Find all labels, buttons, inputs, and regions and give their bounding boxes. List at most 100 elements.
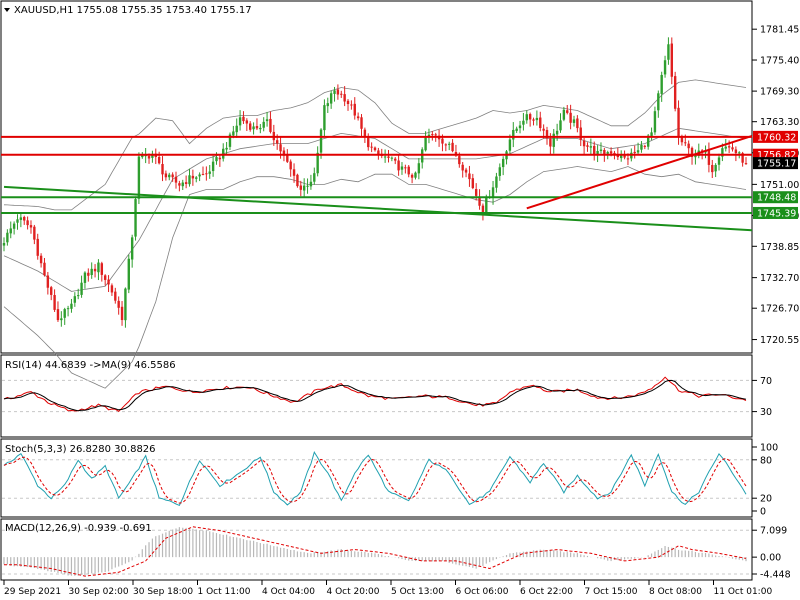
candle-body bbox=[468, 173, 471, 180]
symbol-header: XAUUSD,H1 1755.08 1755.35 1753.40 1755.1… bbox=[14, 5, 252, 16]
candle-body bbox=[147, 156, 151, 159]
price-tick-label: 1732.70 bbox=[760, 273, 799, 284]
candle bbox=[323, 99, 326, 137]
candle-body bbox=[515, 128, 518, 131]
candle-body bbox=[16, 219, 19, 223]
candle bbox=[225, 142, 228, 156]
candle bbox=[242, 111, 245, 124]
candle-body bbox=[141, 154, 144, 158]
candle bbox=[313, 167, 316, 185]
candle bbox=[16, 214, 19, 230]
time-tick-label: 6 Oct 06:00 bbox=[456, 587, 509, 597]
candle bbox=[26, 216, 29, 230]
candle bbox=[444, 143, 448, 152]
candle-body bbox=[70, 303, 73, 309]
candle-body bbox=[255, 126, 259, 129]
candle bbox=[431, 131, 434, 141]
candle-body bbox=[528, 114, 532, 120]
candle-body bbox=[657, 93, 660, 111]
time-tick-label: 7 Oct 15:00 bbox=[585, 587, 638, 597]
trendline[interactable] bbox=[3, 185, 753, 232]
candle bbox=[117, 296, 120, 315]
candle bbox=[87, 268, 90, 282]
candle bbox=[593, 141, 596, 161]
candle-body bbox=[360, 117, 363, 129]
time-tick-label: 4 Oct 04:00 bbox=[262, 587, 315, 597]
candle bbox=[329, 90, 333, 109]
candle bbox=[421, 147, 424, 169]
candle bbox=[569, 104, 572, 130]
candle-body bbox=[572, 119, 576, 123]
candle bbox=[410, 173, 414, 184]
candle-body bbox=[542, 128, 545, 131]
candle bbox=[23, 215, 26, 225]
candle bbox=[319, 128, 323, 159]
candle-body bbox=[589, 146, 593, 148]
candle-body bbox=[370, 146, 373, 148]
candle bbox=[43, 257, 46, 277]
candle-body bbox=[461, 164, 464, 171]
candle-body bbox=[191, 175, 195, 179]
time-tick-label: 4 Oct 20:00 bbox=[327, 587, 380, 597]
candle bbox=[181, 179, 184, 191]
candle-body bbox=[640, 144, 643, 150]
candle-body bbox=[346, 100, 350, 105]
symbol-dropdown-icon[interactable] bbox=[4, 8, 10, 12]
candle bbox=[744, 157, 748, 165]
candle-body bbox=[80, 282, 83, 295]
candle bbox=[107, 275, 110, 292]
candle-body bbox=[306, 185, 309, 187]
candle bbox=[90, 262, 93, 279]
candle-body bbox=[387, 156, 390, 158]
candle-body bbox=[117, 300, 120, 308]
candle-body bbox=[205, 173, 208, 175]
candle-body bbox=[636, 150, 640, 153]
candle-body bbox=[367, 137, 370, 148]
candle bbox=[296, 173, 299, 188]
candle bbox=[370, 142, 373, 153]
candle-body bbox=[673, 76, 677, 109]
candle-body bbox=[286, 155, 289, 162]
candle-body bbox=[464, 169, 468, 173]
candle-body bbox=[373, 147, 377, 151]
candle-body bbox=[670, 43, 673, 77]
candle bbox=[373, 146, 377, 152]
candle-body bbox=[252, 126, 255, 130]
candle bbox=[343, 86, 346, 107]
candle-body bbox=[377, 150, 380, 155]
candle bbox=[539, 111, 542, 132]
candle-body bbox=[734, 149, 738, 154]
candle bbox=[29, 220, 33, 234]
candle-body bbox=[532, 119, 535, 121]
candle bbox=[660, 71, 663, 102]
candle-body bbox=[410, 174, 414, 178]
candle bbox=[53, 289, 56, 312]
candle bbox=[120, 301, 124, 326]
candle-body bbox=[394, 158, 397, 161]
candle bbox=[188, 168, 191, 187]
candle bbox=[60, 311, 63, 327]
candle-body bbox=[535, 117, 539, 121]
trendline[interactable] bbox=[526, 135, 753, 210]
candle-body bbox=[242, 116, 245, 122]
time-tick-label: 6 Oct 22:00 bbox=[520, 587, 573, 597]
candle bbox=[545, 126, 549, 145]
candle bbox=[576, 115, 579, 133]
candle-body bbox=[26, 220, 29, 226]
tick-label: -4.448 bbox=[760, 570, 791, 581]
candle-body bbox=[744, 163, 748, 165]
candle bbox=[222, 143, 225, 162]
candle-body bbox=[262, 121, 265, 128]
candle-body bbox=[269, 118, 272, 132]
candle-body bbox=[289, 161, 292, 170]
candle bbox=[6, 229, 9, 246]
tick-label: 7.099 bbox=[760, 526, 787, 537]
candle bbox=[211, 155, 215, 177]
candle bbox=[481, 203, 485, 221]
candle bbox=[657, 90, 660, 118]
candle-body bbox=[559, 120, 562, 131]
candle-body bbox=[323, 105, 326, 131]
last-price-tag bbox=[753, 157, 798, 170]
candle bbox=[259, 124, 262, 134]
